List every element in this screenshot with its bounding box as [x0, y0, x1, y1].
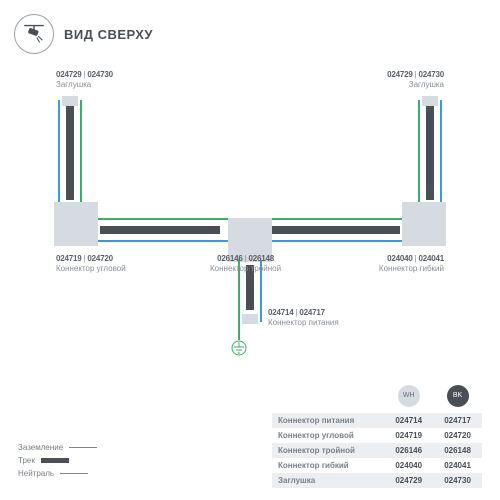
label-bot-left: 024719|024720 Коннектор угловой: [56, 254, 126, 275]
spotlight-icon: [14, 14, 54, 54]
legend-neutral-label: Нейтраль: [18, 469, 54, 478]
connector-corner-left: [54, 202, 98, 246]
sku-table: WH BK Коннектор питания024714024717 Конн…: [272, 382, 482, 488]
table-row: Коннектор гибкий024040024041: [272, 458, 482, 473]
table-row: Коннектор угловой024719024720: [272, 428, 482, 443]
track-h-left: [100, 226, 220, 234]
label-top-left: 024729|024730 Заглушка: [56, 70, 113, 91]
label-stem: 024714|024717 Коннектор питания: [268, 308, 339, 329]
swatch-track: [41, 458, 69, 463]
endcap-right: [422, 96, 438, 106]
page: ВИД СВЕРХУ 024729|024730 Заглушка 024729…: [0, 0, 500, 500]
badge-bk: BK: [447, 385, 469, 407]
swatch-neutral: [60, 473, 88, 474]
page-title: ВИД СВЕРХУ: [64, 27, 153, 42]
table-row: Коннектор тройной026146026148: [272, 443, 482, 458]
legend-track-label: Трек: [18, 456, 35, 465]
track-v-right: [426, 105, 434, 200]
connector-corner-right: [402, 202, 446, 246]
legend-ground-label: Заземление: [18, 443, 63, 452]
label-top-right: 024729|024730 Заглушка: [387, 70, 444, 91]
swatch-ground: [69, 447, 97, 448]
header: ВИД СВЕРХУ: [14, 14, 153, 54]
diagram: 024729|024730 Заглушка 024729|024730 Заг…: [40, 70, 460, 350]
track-h-right: [270, 226, 400, 234]
badge-wh: WH: [398, 385, 420, 407]
endcap-left: [62, 96, 78, 106]
endcap-stem: [242, 314, 258, 324]
track-v-left: [66, 105, 74, 200]
legend-colors: Заземление Трек Нейтраль: [18, 443, 97, 482]
table-row: Заглушка024729024730: [272, 473, 482, 488]
label-bot-right: 024040|024041 Коннектор гибкий: [379, 254, 444, 275]
table-row: Коннектор питания024714024717: [272, 413, 482, 428]
label-bot-mid: 026146|026148 Коннектор тройной: [210, 254, 281, 275]
ground-icon: [231, 340, 247, 356]
